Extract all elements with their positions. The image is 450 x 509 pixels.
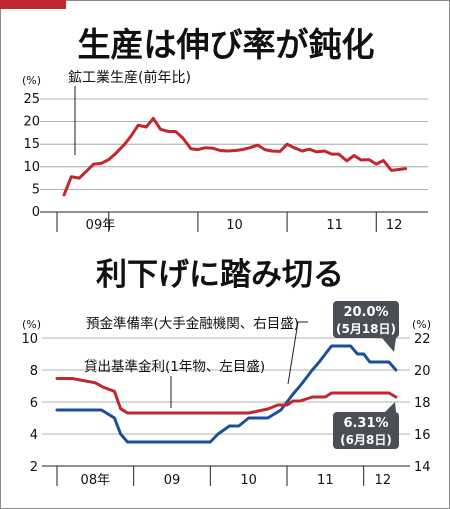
chart2-y-tick-label-right: 18 — [414, 396, 431, 411]
chart1-x-tick-label: 12 — [386, 218, 403, 233]
chart1-series — [62, 116, 408, 197]
chart2-y-tick-label-left: 4 — [30, 428, 38, 443]
chart2-x-tick-label: 09 — [164, 473, 181, 488]
chart2-series-label-reserve: 預金準備率(大手金融機関、右目盛) — [86, 315, 299, 332]
chart-industrial-production: 生産は伸び率が鈍化 (%) 25 20 15 10 5 0 09年 10 11 12 鉱工業生産… — [22, 25, 428, 233]
chart2-y-ticks-right: 22 20 18 16 14 — [414, 332, 431, 475]
chart2-y-tick-label-left: 6 — [30, 396, 38, 411]
chart1-y-tick-label: 25 — [23, 92, 40, 107]
chart2-x-tick-label: 10 — [240, 473, 257, 488]
chart2-y-tick-label-left: 2 — [30, 460, 38, 475]
chart2-y-tick-label-left: 8 — [30, 364, 38, 379]
chart2-y-tick-label-left: 10 — [21, 332, 38, 347]
callout-lending-rate-date: (6月8日) — [340, 433, 392, 447]
chart2-x-tick-label: 08年 — [81, 473, 111, 488]
chart2-x-axis: 08年 09 10 11 12 — [56, 466, 392, 488]
chart1-title: 生産は伸び率が鈍化 — [78, 25, 375, 64]
chart1-x-axis: 09年 10 11 12 — [56, 212, 403, 233]
chart1-y-tick-label: 15 — [23, 137, 40, 152]
callout-lending-rate: 6.31% (6月8日) — [333, 402, 399, 449]
callout-lending-rate-value: 6.31% — [343, 416, 388, 431]
callout-reserve-ratio-value: 20.0% — [343, 305, 388, 320]
callout-reserve-ratio-pointer — [382, 338, 396, 352]
chart1-y-tick-label: 10 — [23, 160, 40, 175]
callout-reserve-ratio-date: (5月18日) — [336, 322, 396, 336]
chart2-series — [55, 344, 398, 444]
chart1-unit-label: (%) — [22, 74, 41, 87]
chart2-y-ticks-left: 10 8 6 4 2 — [21, 332, 38, 475]
chart2-y-tick-label-right: 16 — [414, 428, 431, 443]
chart2-y-tick-label-right: 20 — [414, 364, 431, 379]
chart2-x-tick-label: 12 — [375, 473, 392, 488]
chart2-unit-label-left: (%) — [22, 318, 41, 331]
chart1-line-production — [62, 116, 408, 197]
chart1-x-tick-label: 09年 — [86, 218, 116, 233]
chart1-y-tick-label: 0 — [32, 205, 40, 220]
chart2-line-reserve-ratio — [55, 344, 398, 444]
callout-lending-rate-pointer — [385, 402, 396, 412]
corner-tab — [0, 0, 66, 9]
chart2-gridlines — [42, 337, 410, 467]
chart1-y-ticks: 25 20 15 10 5 0 — [23, 92, 40, 220]
chart2-unit-label-right: (%) — [412, 318, 431, 331]
chart1-series-label: 鉱工業生産(前年比) — [68, 69, 191, 86]
chart1-y-tick-label: 20 — [23, 115, 40, 130]
chart2-reserve-leader — [287, 321, 308, 385]
chart2-y-tick-label-right: 14 — [414, 460, 431, 475]
chart1-x-tick-label: 10 — [226, 218, 243, 233]
chart2-line-lending-rate — [55, 377, 398, 415]
callout-reserve-ratio-box — [333, 301, 399, 338]
chart2-title: 利下げに踏み切る — [96, 257, 344, 293]
chart2-series-label-lending: 貸出基準金利(1年物、左目盛) — [84, 358, 265, 375]
chart-rate-cut: 利下げに踏み切る (%) (%) 10 8 6 4 2 22 20 18 16 14 08年 09… — [21, 257, 431, 488]
callout-reserve-ratio: 20.0% (5月18日) — [333, 301, 399, 352]
chart2-x-tick-label: 11 — [317, 473, 334, 488]
chart1-x-tick-label: 11 — [326, 218, 343, 233]
callout-lending-rate-box — [333, 412, 399, 449]
chart1-gridlines — [40, 98, 428, 213]
chart2-y-tick-label-right: 22 — [414, 332, 431, 347]
chart1-y-tick-label: 5 — [32, 182, 40, 197]
